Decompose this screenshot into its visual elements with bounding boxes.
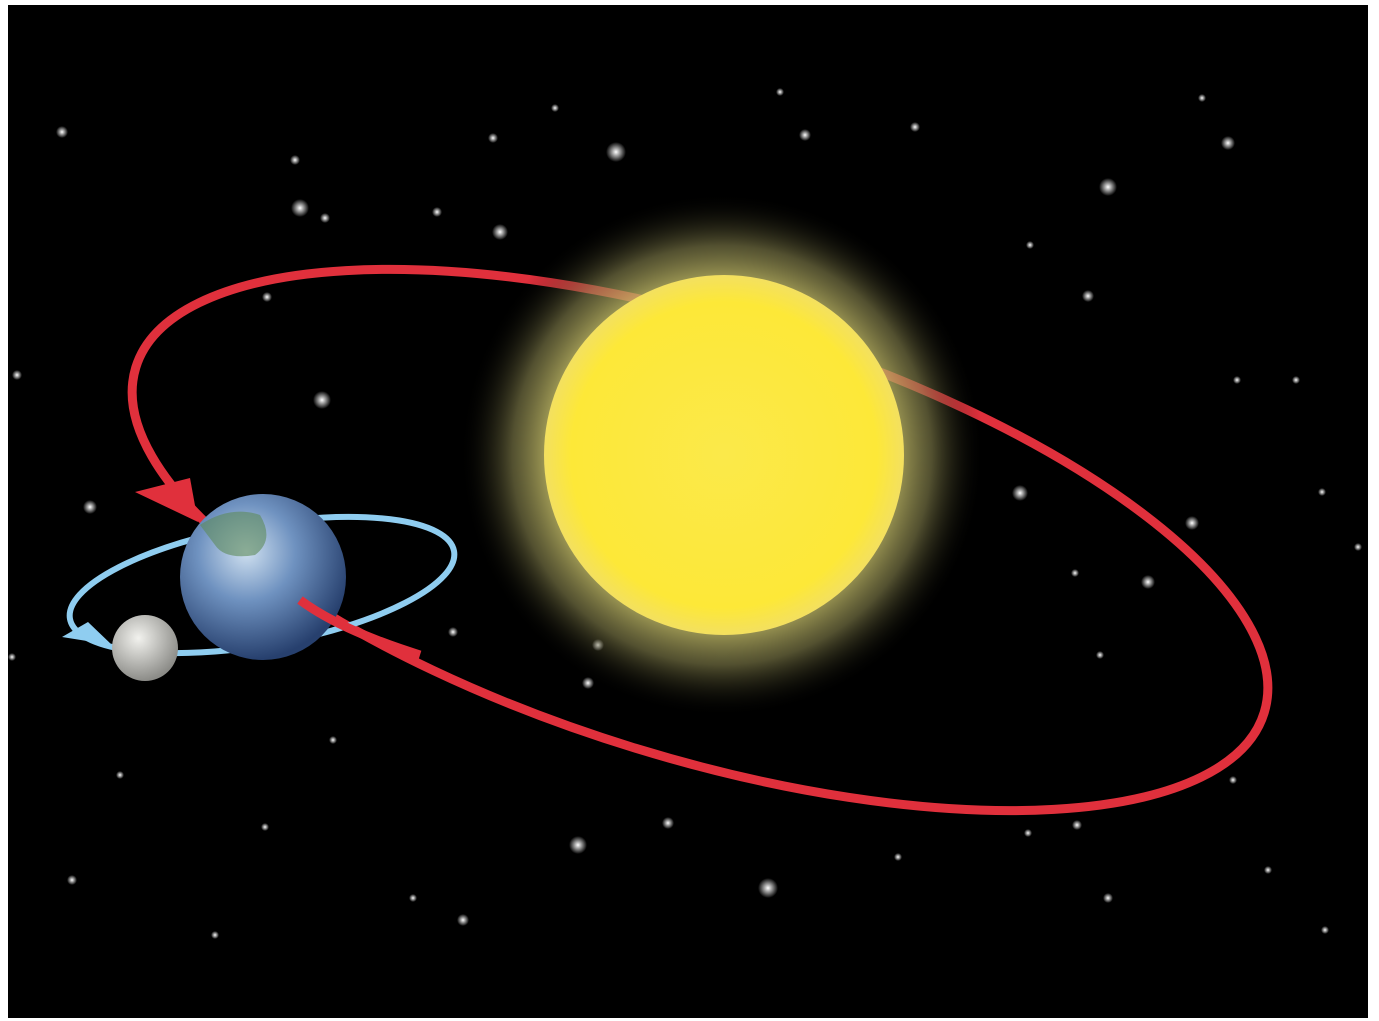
illustration <box>0 0 1379 1021</box>
sun <box>544 275 904 635</box>
earth <box>180 494 346 660</box>
moon <box>112 615 178 681</box>
